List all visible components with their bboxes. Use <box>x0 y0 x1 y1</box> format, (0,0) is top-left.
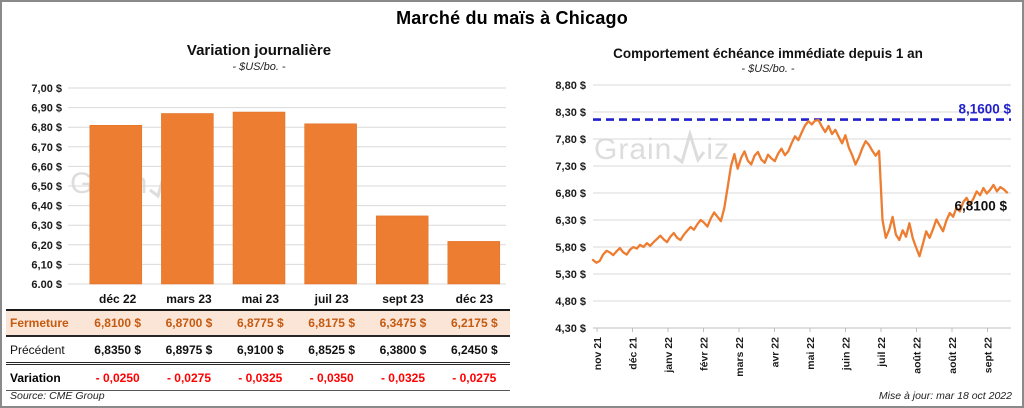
table-cell: mars 23 <box>153 289 225 311</box>
y-axis-tick-label: 6,30 $ <box>31 220 62 232</box>
table-cell: - 0,0275 <box>438 363 510 391</box>
y-axis-tick-label: 5,30 $ <box>555 269 586 281</box>
y-axis-tick-label: 8,80 $ <box>555 80 586 92</box>
page-title: Marché du maïs à Chicago <box>396 8 628 28</box>
x-axis-tick-label: juin 22 <box>841 337 853 371</box>
table-cell: 6,3475 $ <box>367 310 439 337</box>
x-axis-tick-label: mars 22 <box>734 337 746 377</box>
table-cell: sept 23 <box>367 289 439 311</box>
bar <box>304 123 357 285</box>
row-label: Précédent <box>6 336 82 365</box>
y-axis-tick-label: 6,30 $ <box>555 215 586 227</box>
y-axis-tick-label: 6,10 $ <box>31 259 62 271</box>
x-axis-tick-label: déc 21 <box>628 337 640 370</box>
daily-variation-bar-chart: 7,00 $ 6,90 $ 6,80 $ 6,70 $ 6,60 $ 6,50 $ 6,40… <box>31 83 506 288</box>
table-cell: 6,8525 $ <box>295 336 368 365</box>
y-axis-tick-label: 6,50 $ <box>31 181 62 193</box>
table-cell: 6,8350 $ <box>82 336 154 365</box>
table-header-row: déc 22 mars 23 mai 23 juil 23 sept 23 déc 23 <box>6 289 510 311</box>
x-axis-tick-label: nov 21 <box>592 337 604 370</box>
table-cell: - 0,0325 <box>224 363 296 391</box>
price-table: déc 22 mars 23 mai 23 juil 23 sept 23 déc 23 F… <box>6 289 510 391</box>
table-cell: 6,2450 $ <box>438 336 510 365</box>
table-cell: - 0,0250 <box>82 363 154 391</box>
x-axis-tick-label: août 22 <box>912 337 924 374</box>
y-axis-tick-label: 7,80 $ <box>555 134 586 146</box>
x-axis-tick-label: août 22 <box>947 337 959 374</box>
line-chart-title: Comportement échéance immédiate depuis 1… <box>613 46 923 61</box>
y-axis-tick-label: 8,30 $ <box>555 107 586 119</box>
y-axis-tick-label: 5,80 $ <box>555 242 586 254</box>
y-axis-tick-label: 6,20 $ <box>31 240 62 252</box>
bar <box>89 124 143 285</box>
table-row: Variation - 0,0250- 0,0275- 0,0325- 0,035… <box>6 363 510 391</box>
bar <box>161 113 214 285</box>
table-cell: 6,8700 $ <box>153 310 225 337</box>
table-cell: juil 23 <box>295 289 368 311</box>
bar <box>232 111 286 285</box>
table-cell: 6,2175 $ <box>438 310 510 337</box>
x-axis-tick-label: sept 22 <box>983 337 995 373</box>
y-axis-tick-label: 4,30 $ <box>555 323 586 335</box>
table-cell: 6,8975 $ <box>153 336 225 365</box>
y-axis-tick-label: 6,80 $ <box>31 122 62 134</box>
table-cell: 6,9100 $ <box>224 336 296 365</box>
y-axis-tick-label: 6,00 $ <box>31 279 62 288</box>
table-cell: mai 23 <box>224 289 296 311</box>
table-cell: - 0,0275 <box>153 363 225 391</box>
bar-chart-subtitle: - $US/bo. - <box>232 61 286 73</box>
y-axis-tick-label: 7,30 $ <box>555 161 586 173</box>
table-cell: 6,8775 $ <box>224 310 296 337</box>
x-axis-tick-label: mai 22 <box>805 337 817 370</box>
table-cell: 6,8100 $ <box>82 310 154 337</box>
table-row: Précédent 6,8350 $6,8975 $6,9100 $6,8525 … <box>6 336 510 365</box>
table-cell: 6,3800 $ <box>367 336 439 365</box>
y-axis-tick-label: 4,80 $ <box>555 296 586 308</box>
bar <box>447 241 501 285</box>
table-cell: 6,8175 $ <box>295 310 368 337</box>
table-cell: déc 23 <box>438 289 510 311</box>
table-cell: - 0,0325 <box>367 363 439 391</box>
source-note: Source: CME Group <box>10 390 105 402</box>
bar <box>375 215 429 285</box>
y-axis-tick-label: 6,80 $ <box>555 188 586 200</box>
y-axis-tick-label: 6,70 $ <box>31 142 62 154</box>
update-note: Mise à jour: mar 18 oct 2022 <box>878 390 1012 402</box>
y-axis-tick-label: 6,40 $ <box>31 201 62 213</box>
front-month-line-chart: 8,80 $ 8,30 $ 7,80 $ 7,30 $ 6,80 $ 6,30 $ 5,80… <box>555 80 1011 377</box>
x-axis-tick-label: janv 22 <box>663 337 675 374</box>
last-value-label: 6,8100 $ <box>954 199 1007 214</box>
bar-chart-title: Variation journalière <box>186 42 332 59</box>
row-label <box>6 289 82 311</box>
row-label: Variation <box>6 363 82 391</box>
x-axis-tick-label: févr 22 <box>699 337 711 371</box>
price-line <box>591 118 1009 264</box>
table-cell: déc 22 <box>82 289 154 311</box>
y-axis-tick-label: 7,00 $ <box>31 83 62 95</box>
x-axis-tick-label: juil 22 <box>876 337 888 368</box>
reference-value-label: 8,1600 $ <box>958 102 1011 117</box>
table-row: Fermeture 6,8100 $6,8700 $6,8775 $6,8175 … <box>6 310 510 337</box>
x-axis-tick-label: avr 22 <box>770 337 782 368</box>
table-cell: - 0,0350 <box>295 363 368 391</box>
line-chart-subtitle: - $US/bo. - <box>741 63 795 75</box>
row-label: Fermeture <box>6 310 82 337</box>
y-axis-tick-label: 6,60 $ <box>31 161 62 173</box>
y-axis-tick-label: 6,90 $ <box>31 103 62 115</box>
